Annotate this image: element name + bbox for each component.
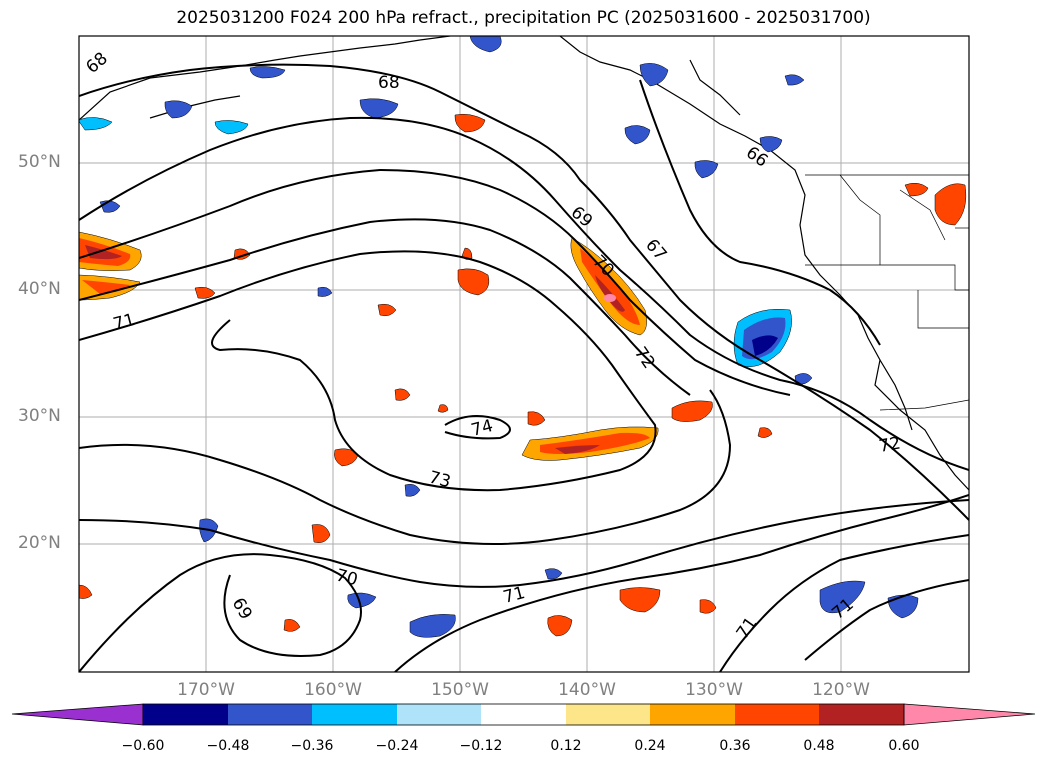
- contour-label: 71: [111, 310, 137, 335]
- colorbar: [11, 703, 1036, 726]
- colorbar-bin: [481, 704, 566, 725]
- colorbar-tick: 0.24: [634, 738, 666, 754]
- colorbar-tick: −0.48: [206, 738, 250, 754]
- pos-patch-jet: [570, 237, 647, 336]
- colorbar-tick: 0.12: [550, 738, 582, 754]
- contour-label: 67: [641, 235, 670, 264]
- coastlines: [79, 36, 969, 491]
- contour-label: 72: [877, 433, 902, 456]
- colorbar-min-arrow: [11, 703, 144, 726]
- lat-label: 50°N: [18, 152, 61, 172]
- lon-label: 170°W: [177, 680, 235, 700]
- pos-patch-west-1: [79, 231, 142, 271]
- neg-patch-misc: [79, 36, 919, 638]
- lat-label: 30°N: [18, 406, 61, 426]
- contour-label: 70: [334, 566, 360, 591]
- colorbar-tick: −0.60: [121, 738, 165, 754]
- colorbar-bin: [650, 704, 735, 725]
- map-title: 2025031200 F024 200 hPa refract., precip…: [176, 8, 871, 28]
- lon-label: 150°W: [431, 680, 489, 700]
- colorbar-tick: −0.36: [290, 738, 334, 754]
- political-borders: [805, 174, 969, 411]
- colorbar-tick: 0.36: [719, 738, 751, 754]
- colorbar-bin: [312, 704, 397, 725]
- colorbar-bin: [819, 704, 904, 725]
- colorbar-tick: 0.48: [803, 738, 835, 754]
- colorbar-tick: 0.60: [888, 738, 920, 754]
- contour-label: 74: [469, 416, 495, 441]
- contour-label: 69: [567, 203, 596, 232]
- lon-label: 120°W: [812, 680, 870, 700]
- contour-label: 68: [378, 73, 400, 93]
- colorbar-max-arrow: [903, 703, 1036, 726]
- neg-patch-sfr: [733, 309, 792, 368]
- contour-label: 68: [82, 49, 111, 78]
- precip-patches: [79, 36, 967, 638]
- colorbar-tick: −0.24: [375, 738, 419, 754]
- colorbar-bin: [397, 704, 481, 725]
- contour-lines: [79, 63, 969, 672]
- lon-label: 130°W: [685, 680, 743, 700]
- colorbar-bin: [566, 704, 650, 725]
- map-frame: [78, 35, 970, 673]
- colorbar-bin: [735, 704, 819, 725]
- colorbar-bin: [143, 704, 228, 725]
- contour-label: 72: [630, 343, 659, 372]
- contour-label: 71: [733, 614, 762, 643]
- lon-label: 160°W: [304, 680, 362, 700]
- lat-label: 20°N: [18, 533, 61, 553]
- pos-patch-subtropic: [521, 426, 659, 461]
- colorbar-tick: −0.12: [459, 738, 503, 754]
- contour-label: 69: [228, 595, 256, 624]
- pos-patch-misc: [79, 113, 967, 637]
- lon-label: 140°W: [558, 680, 616, 700]
- lat-label: 40°N: [18, 279, 61, 299]
- colorbar-bin: [228, 704, 312, 725]
- grid-lines: [79, 36, 969, 672]
